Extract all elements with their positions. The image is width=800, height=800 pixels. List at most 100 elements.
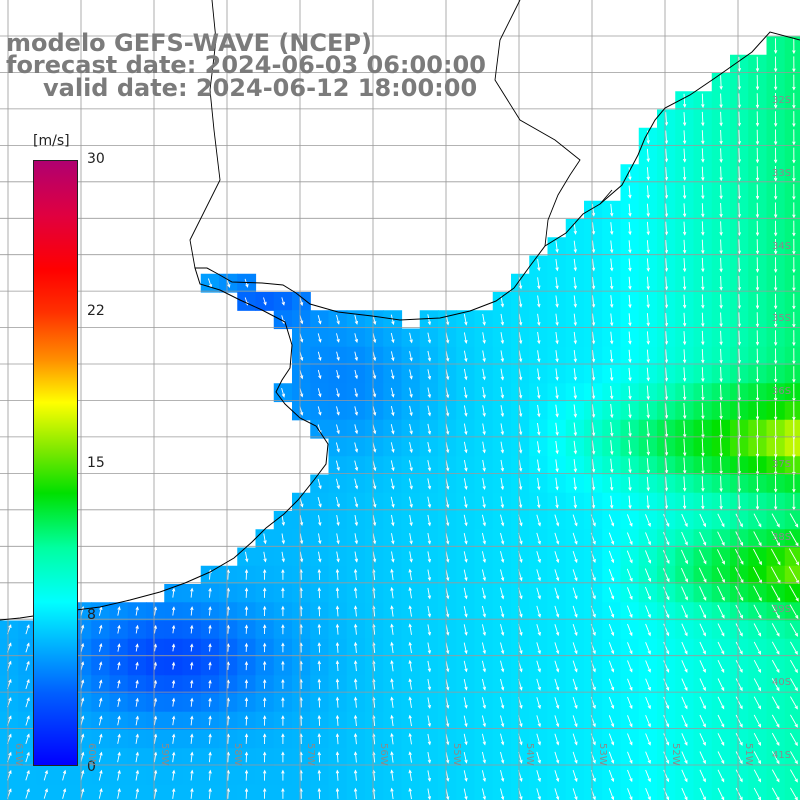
wind-arrow [771,714,780,728]
wind-arrow [735,623,743,637]
wind-arrow [317,769,321,781]
wind-arrow [281,587,285,598]
wind-arrow [536,605,541,618]
wind-arrow [445,350,450,362]
wind-arrow [628,295,632,309]
wind-arrow [717,586,725,602]
wind-arrow [737,129,742,145]
wind-arrow [773,494,778,511]
wind-arrow [354,424,359,435]
wind-arrow [682,258,687,273]
wind-arrow [135,751,139,763]
wind-arrow [719,129,723,145]
wind-arrow [372,369,377,380]
wind-arrow [719,294,723,310]
wind-arrow [427,314,432,326]
wind-arrow [171,697,176,707]
wind-arrow [737,456,742,475]
wind-arrow [573,331,577,345]
wind-arrow [755,456,760,476]
wind-arrow [664,258,669,273]
wind-arrow [335,733,340,745]
wind-arrow [117,661,121,670]
wind-arrow [790,751,798,765]
wind-arrow [608,569,615,582]
wind-arrow [463,478,468,491]
wind-arrow [573,258,577,272]
wind-arrow [190,751,194,763]
wind-arrow [281,660,285,671]
wind-arrow [719,184,723,200]
wind-arrow [734,548,744,565]
wind-cell [784,54,800,74]
wind-arrow [753,714,761,728]
wind-arrow [281,387,286,398]
wind-arrow [701,495,705,510]
wind-arrow [771,769,780,783]
wind-arrow [390,496,395,509]
wind-arrow [427,752,432,764]
wind-arrow [555,496,559,509]
wind-arrow [262,787,267,799]
wind-arrow [664,457,669,474]
wind-arrow [646,403,650,419]
wind-arrow [682,349,687,364]
wind-arrow [244,787,249,799]
wind-arrow [681,714,688,728]
wind-arrow [25,751,30,763]
wind-arrow [555,422,559,436]
wind-arrow [610,313,614,327]
wind-arrow [644,568,652,583]
wind-arrow [98,751,103,763]
wind-arrow [354,515,359,527]
wind-arrow [482,313,486,326]
wind-arrow [317,369,322,380]
wind-arrow [518,313,523,326]
wind-arrow [500,514,505,527]
wind-arrow [699,751,706,765]
wind-arrow [335,714,340,726]
wind-arrow [390,732,394,745]
wind-arrow [281,533,286,545]
wind-arrow [628,276,632,290]
wind-arrow [536,551,541,564]
wind-arrow [608,788,615,800]
wind-arrow [628,421,632,438]
wind-arrow [372,332,377,344]
wind-arrow [317,406,322,416]
wind-arrow [645,769,651,783]
wind-arrow [792,165,796,182]
wind-arrow [409,332,413,344]
wind-cell [511,784,530,800]
wind-arrow [262,715,267,726]
wind-arrow [390,387,395,398]
wind-arrow [353,696,358,708]
wind-arrow [792,184,796,201]
wind-arrow [628,439,632,456]
wind-arrow [481,605,486,618]
wind-arrow [409,423,413,435]
wind-arrow [664,331,669,346]
wind-cell [748,784,768,800]
wind-arrow [244,697,249,708]
wind-arrow [755,257,760,273]
wind-arrow [610,495,614,509]
wind-arrow [792,111,796,128]
wind-arrow [719,420,723,439]
wind-arrow [463,460,468,472]
wind-arrow [226,751,231,763]
wind-arrow [135,733,139,744]
wind-arrow [608,587,615,600]
wind-arrow [390,332,395,344]
wind-arrow [445,587,450,600]
wind-arrow [500,660,505,673]
wind-arrow [537,441,541,454]
wind-arrow [427,770,432,782]
wind-arrow [427,514,432,527]
wind-arrow [190,715,194,726]
wind-arrow [482,423,486,436]
wind-arrow [408,787,412,800]
wind-arrow [608,642,615,655]
wind-arrow [717,714,725,728]
wind-arrow [755,74,760,91]
